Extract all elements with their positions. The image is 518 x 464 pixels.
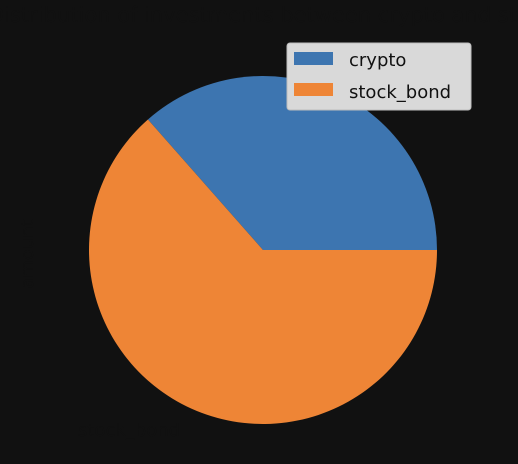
legend-label-crypto: crypto (349, 50, 406, 71)
pie-slice-stock-bond (88, 119, 438, 425)
legend-swatch-stock-bond (294, 83, 333, 96)
chart-title: Distribution of investments between cryp… (0, 3, 518, 28)
y-axis-label: amount (17, 219, 38, 288)
legend: crypto stock_bond (286, 42, 472, 111)
legend-label-stock-bond: stock_bond (349, 82, 451, 103)
pie-slice-crypto (147, 76, 437, 250)
slice-label-stock-bond: stock_bond (78, 420, 180, 441)
pie-slices (88, 76, 438, 425)
legend-swatch-crypto (294, 52, 333, 65)
